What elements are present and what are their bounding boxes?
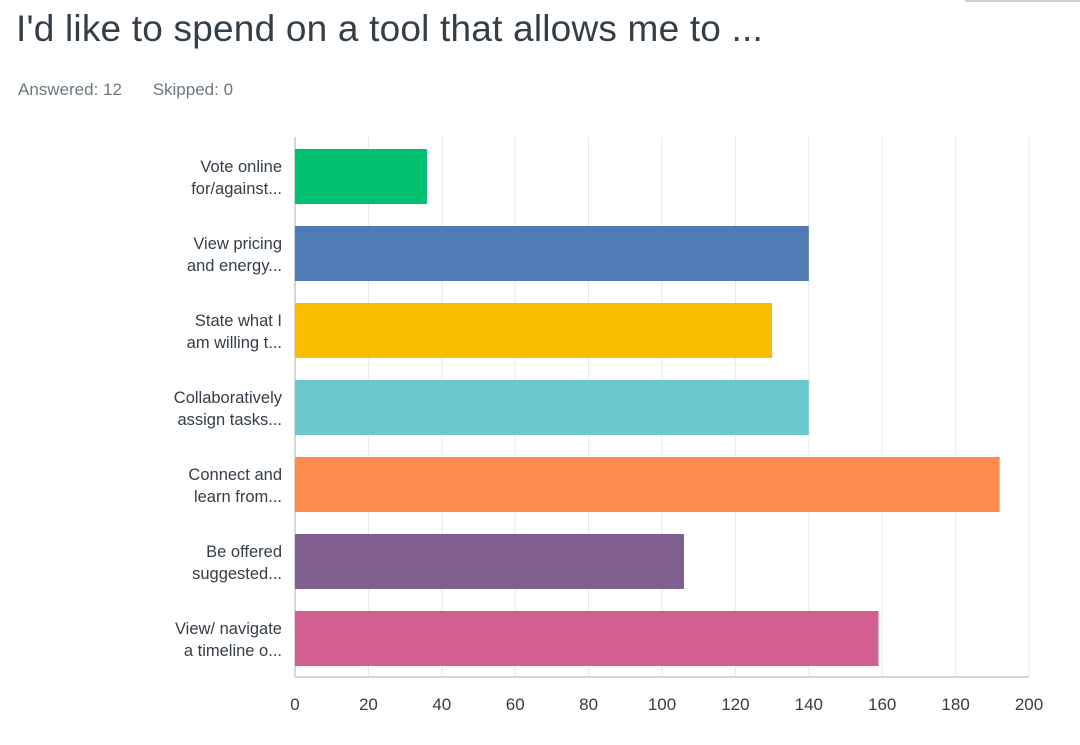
x-tick-label: 60 — [506, 695, 525, 714]
category-label: learn from... — [194, 488, 282, 506]
bar — [295, 226, 809, 281]
category-label: a timeline o... — [184, 642, 282, 660]
category-label: View/ navigate — [175, 620, 282, 638]
response-stats: Answered: 12 Skipped: 0 — [18, 80, 259, 100]
x-tick-label: 0 — [290, 695, 299, 714]
x-tick-label: 180 — [941, 695, 969, 714]
x-tick-label: 100 — [648, 695, 676, 714]
category-label: suggested... — [192, 565, 282, 583]
category-label: Collaboratively — [174, 389, 283, 407]
question-title: I'd like to spend on a tool that allows … — [16, 8, 763, 49]
x-tick-label: 160 — [868, 695, 896, 714]
top-divider — [965, 0, 1080, 2]
category-label: am willing t... — [187, 334, 282, 352]
category-label: View pricing — [193, 235, 282, 253]
x-tick-label: 120 — [721, 695, 749, 714]
category-label: Vote online — [200, 158, 282, 176]
answered-count: Answered: 12 — [18, 80, 122, 99]
bar — [295, 611, 879, 666]
bar — [295, 457, 1000, 512]
category-label: Be offered — [206, 543, 282, 561]
category-label: State what I — [195, 312, 282, 330]
category-label: assign tasks... — [177, 411, 282, 429]
category-label: Connect and — [188, 466, 282, 484]
bar — [295, 534, 685, 589]
x-tick-label: 40 — [432, 695, 451, 714]
x-tick-label: 140 — [795, 695, 823, 714]
bar — [295, 149, 428, 204]
bar — [295, 303, 773, 358]
x-tick-label: 200 — [1015, 695, 1043, 714]
x-tick-label: 20 — [359, 695, 378, 714]
category-label: and energy... — [187, 257, 282, 275]
bar — [295, 380, 809, 435]
category-label: for/against... — [191, 180, 282, 198]
skipped-count: Skipped: 0 — [152, 80, 234, 99]
x-tick-label: 80 — [579, 695, 598, 714]
